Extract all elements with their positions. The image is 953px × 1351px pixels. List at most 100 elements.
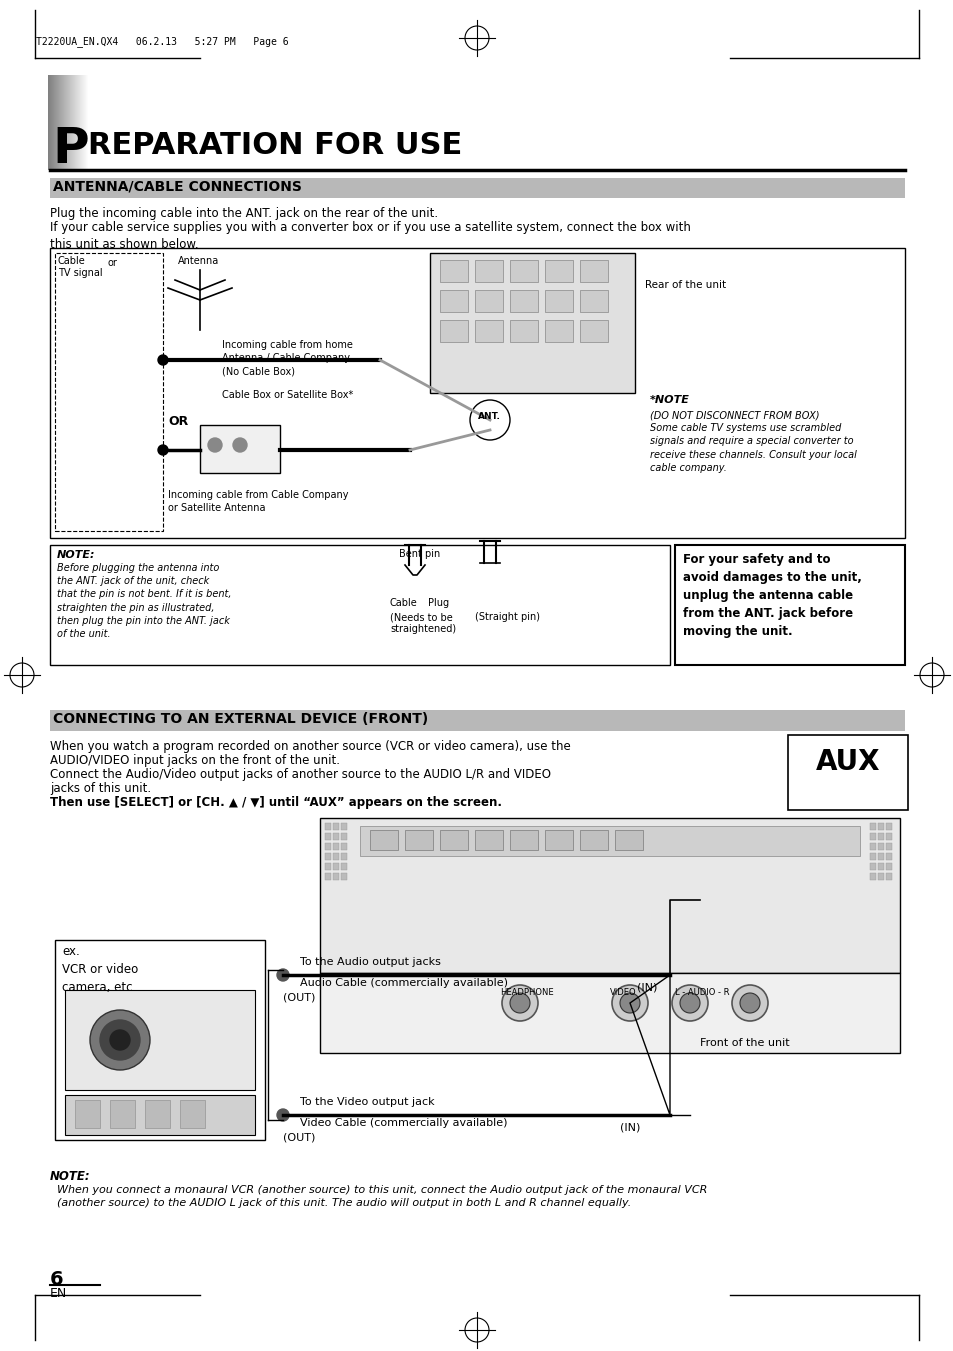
Bar bbox=[68, 76, 69, 170]
Bar bbox=[869, 873, 875, 880]
Bar bbox=[62, 76, 63, 170]
Bar bbox=[877, 843, 883, 850]
Bar bbox=[333, 843, 338, 850]
Text: When you watch a program recorded on another source (VCR or video camera), use t: When you watch a program recorded on ano… bbox=[50, 740, 570, 753]
Text: Before plugging the antenna into
the ANT. jack of the unit, check
that the pin i: Before plugging the antenna into the ANT… bbox=[57, 563, 232, 639]
Bar bbox=[333, 852, 338, 861]
Text: T2220UA_EN.QX4   06.2.13   5:27 PM   Page 6: T2220UA_EN.QX4 06.2.13 5:27 PM Page 6 bbox=[36, 36, 289, 47]
Bar bbox=[885, 863, 891, 870]
Bar bbox=[510, 259, 537, 282]
Text: Rear of the unit: Rear of the unit bbox=[644, 280, 725, 290]
Bar bbox=[79, 76, 80, 170]
Circle shape bbox=[731, 985, 767, 1021]
Bar bbox=[52, 76, 53, 170]
Bar bbox=[340, 863, 347, 870]
Bar bbox=[55, 76, 56, 170]
Bar bbox=[439, 259, 468, 282]
Text: ex.
VCR or video
camera, etc.: ex. VCR or video camera, etc. bbox=[62, 944, 138, 994]
Text: (Needs to be
straightened): (Needs to be straightened) bbox=[390, 612, 456, 635]
Text: (DO NOT DISCONNECT FROM BOX)
Some cable TV systems use scrambled
signals and req: (DO NOT DISCONNECT FROM BOX) Some cable … bbox=[649, 409, 856, 473]
Text: Video Cable (commercially available): Video Cable (commercially available) bbox=[299, 1119, 507, 1128]
Bar bbox=[885, 852, 891, 861]
Bar bbox=[200, 426, 280, 473]
Bar bbox=[84, 76, 85, 170]
Bar bbox=[50, 711, 904, 731]
Bar bbox=[59, 76, 60, 170]
Bar bbox=[74, 76, 75, 170]
Bar bbox=[55, 940, 265, 1140]
Text: Cable: Cable bbox=[390, 598, 417, 608]
Bar bbox=[877, 873, 883, 880]
Bar bbox=[71, 76, 73, 170]
Bar bbox=[48, 76, 49, 170]
Bar bbox=[70, 76, 71, 170]
Bar bbox=[64, 76, 65, 170]
Bar bbox=[877, 834, 883, 840]
Bar bbox=[67, 76, 68, 170]
Text: (OUT): (OUT) bbox=[283, 993, 315, 1002]
Bar bbox=[319, 817, 899, 973]
Bar bbox=[430, 253, 635, 393]
Text: or: or bbox=[108, 258, 118, 267]
Bar bbox=[54, 76, 55, 170]
Bar bbox=[869, 834, 875, 840]
Text: AUDIO/VIDEO input jacks on the front of the unit.: AUDIO/VIDEO input jacks on the front of … bbox=[50, 754, 339, 767]
Bar bbox=[49, 76, 50, 170]
Bar bbox=[50, 249, 904, 538]
Bar bbox=[65, 990, 254, 1090]
Text: (another source) to the AUDIO L jack of this unit. The audio will output in both: (another source) to the AUDIO L jack of … bbox=[50, 1198, 631, 1208]
Bar bbox=[145, 1100, 170, 1128]
Bar bbox=[87, 76, 88, 170]
Bar bbox=[544, 320, 573, 342]
Text: Audio Cable (commercially available): Audio Cable (commercially available) bbox=[299, 978, 507, 988]
Text: (IN): (IN) bbox=[619, 1123, 639, 1133]
Circle shape bbox=[276, 969, 289, 981]
Bar bbox=[475, 830, 502, 850]
Bar bbox=[50, 76, 51, 170]
Text: Cable Box or Satellite Box*: Cable Box or Satellite Box* bbox=[222, 390, 353, 400]
Circle shape bbox=[100, 1020, 140, 1061]
Bar bbox=[75, 1100, 100, 1128]
Bar bbox=[61, 76, 62, 170]
Text: Antenna: Antenna bbox=[178, 255, 219, 266]
Circle shape bbox=[470, 400, 510, 440]
Bar bbox=[56, 76, 57, 170]
Text: Front of the unit: Front of the unit bbox=[700, 1038, 789, 1048]
Circle shape bbox=[233, 438, 247, 453]
Bar bbox=[439, 830, 468, 850]
Text: EN: EN bbox=[50, 1288, 67, 1300]
Circle shape bbox=[158, 444, 168, 455]
Bar bbox=[85, 76, 86, 170]
Bar bbox=[544, 290, 573, 312]
Bar bbox=[66, 76, 67, 170]
Circle shape bbox=[612, 985, 647, 1021]
Circle shape bbox=[276, 1109, 289, 1121]
Bar bbox=[51, 76, 52, 170]
Text: L - AUDIO - R: L - AUDIO - R bbox=[675, 988, 729, 997]
Circle shape bbox=[110, 1029, 130, 1050]
Text: P: P bbox=[52, 126, 89, 173]
Text: Connect the Audio/Video output jacks of another source to the AUDIO L/R and VIDE: Connect the Audio/Video output jacks of … bbox=[50, 767, 551, 781]
Bar bbox=[405, 830, 433, 850]
Bar bbox=[510, 290, 537, 312]
Circle shape bbox=[501, 985, 537, 1021]
Bar bbox=[333, 873, 338, 880]
Text: ANT.: ANT. bbox=[477, 412, 500, 422]
Text: When you connect a monaural VCR (another source) to this unit, connect the Audio: When you connect a monaural VCR (another… bbox=[50, 1185, 706, 1196]
Bar bbox=[78, 76, 79, 170]
Bar bbox=[65, 76, 66, 170]
Text: (IN): (IN) bbox=[637, 984, 657, 993]
Text: Plug the incoming cable into the ANT. jack on the rear of the unit.: Plug the incoming cable into the ANT. ja… bbox=[50, 207, 437, 220]
Bar bbox=[63, 76, 64, 170]
Bar bbox=[55, 253, 163, 531]
Bar bbox=[57, 76, 58, 170]
Text: Then use [SELECT] or [CH. ▲ / ▼] until “AUX” appears on the screen.: Then use [SELECT] or [CH. ▲ / ▼] until “… bbox=[50, 796, 501, 809]
Bar bbox=[869, 852, 875, 861]
Bar bbox=[877, 852, 883, 861]
Bar bbox=[340, 823, 347, 830]
Bar bbox=[325, 843, 331, 850]
Bar bbox=[325, 863, 331, 870]
Bar bbox=[885, 873, 891, 880]
Bar bbox=[53, 76, 54, 170]
Bar bbox=[65, 1096, 254, 1135]
